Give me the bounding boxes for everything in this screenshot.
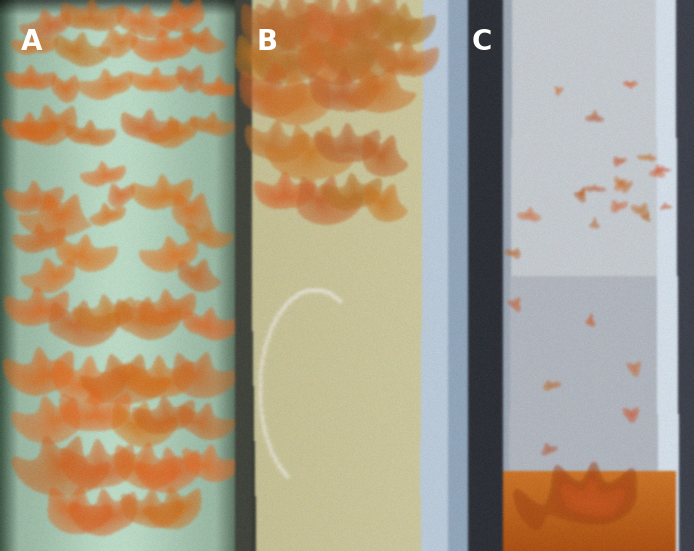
Text: B: B [257,28,278,56]
Text: A: A [21,28,42,56]
Text: C: C [472,28,492,56]
